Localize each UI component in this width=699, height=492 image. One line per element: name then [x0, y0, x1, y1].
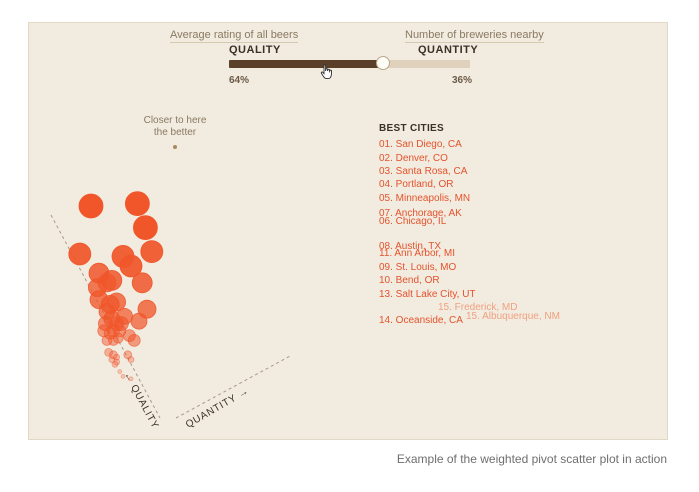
scatter-point[interactable]	[101, 269, 123, 291]
quantity-label: QUANTITY	[418, 44, 479, 56]
scatter-point[interactable]	[124, 191, 150, 217]
scatter-point[interactable]	[123, 350, 133, 360]
scatter-point[interactable]	[128, 376, 134, 382]
best-city-item[interactable]: 03. Santa Rosa, CA	[379, 166, 468, 177]
best-city-item[interactable]: 10. Bend, OR	[379, 275, 440, 286]
best-city-item[interactable]: 15. Albuquerque, NM	[466, 311, 560, 322]
scatter-point[interactable]	[109, 350, 118, 360]
scatter-point[interactable]	[117, 369, 123, 375]
scatter-point[interactable]	[100, 294, 120, 314]
best-city-item[interactable]: 06. Chicago, IL	[379, 216, 447, 227]
quality-label: QUALITY	[229, 44, 281, 56]
scatter-point[interactable]	[127, 356, 135, 364]
best-city-item[interactable]: 01. San Diego, CA	[379, 139, 462, 150]
best-city-item[interactable]: 13. Salt Lake City, UT	[379, 289, 476, 300]
quantity-percent: 36%	[452, 75, 473, 86]
scatter-point[interactable]	[120, 373, 126, 379]
scatter-point[interactable]	[113, 358, 120, 366]
slider-fill	[229, 60, 384, 68]
quality-axis-label: ← QUALITY	[121, 370, 160, 431]
scatter-point[interactable]	[104, 347, 113, 357]
hint-line-2: the better	[153, 127, 197, 138]
scatter-point[interactable]	[131, 272, 153, 294]
scatter-point[interactable]	[119, 254, 143, 278]
hint-target-dot	[173, 145, 177, 149]
best-city-item[interactable]: 02. Denver, CO	[379, 153, 448, 164]
scatter-point[interactable]	[127, 333, 141, 347]
scatter-point[interactable]	[68, 242, 92, 266]
best-city-item[interactable]: 07. Anchorage, AK	[379, 208, 462, 219]
quantity-header: Number of breweries nearby	[405, 29, 544, 43]
best-direction-hint: Closer to here the better	[130, 115, 220, 139]
best-city-item[interactable]: 11. Ann Arbor, MI	[379, 248, 455, 259]
scatter-point[interactable]	[78, 193, 104, 219]
best-city-item[interactable]: 08. Austin, TX	[379, 241, 442, 252]
weight-slider-track[interactable]	[229, 56, 470, 70]
quantity-axis-line	[175, 354, 293, 419]
figure-caption: Example of the weighted pivot scatter pl…	[396, 452, 667, 466]
points-layer	[68, 191, 164, 382]
best-city-item[interactable]: 14. Oceanside, CA	[379, 315, 463, 326]
scatter-point[interactable]	[140, 240, 164, 264]
slider-handle[interactable]	[376, 56, 391, 70]
hint-line-1: Closer to here	[143, 115, 207, 126]
best-cities-title: BEST CITIES	[379, 123, 444, 134]
quality-percent: 64%	[229, 75, 250, 86]
scatter-point[interactable]	[108, 356, 116, 364]
scatter-point[interactable]	[137, 299, 157, 319]
best-city-item[interactable]: 04. Portland, OR	[379, 179, 454, 190]
best-city-item[interactable]: 05. Minneapolis, MN	[379, 193, 471, 204]
best-city-item[interactable]: 09. St. Louis, MO	[379, 262, 457, 273]
best-city-item[interactable]: 15. Frederick, MD	[438, 302, 518, 313]
scatter-point[interactable]	[132, 215, 158, 241]
hand-cursor-icon	[320, 64, 332, 80]
quality-header: Average rating of all beers	[170, 29, 299, 43]
scatter-point[interactable]	[111, 360, 119, 368]
